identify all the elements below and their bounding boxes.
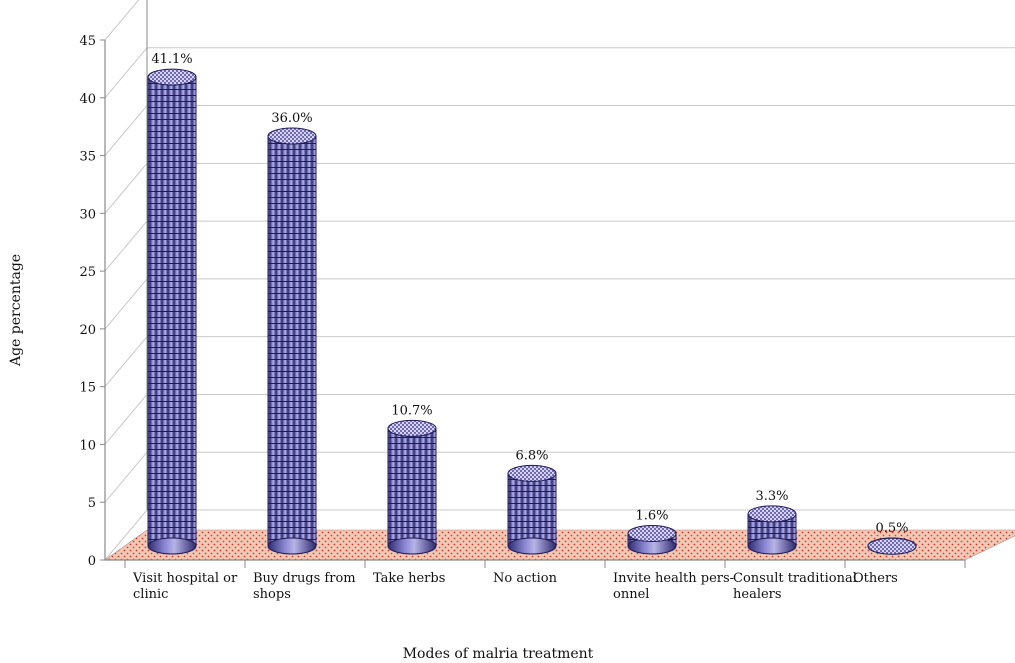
x-tick-label: Buy drugs from shops	[253, 571, 356, 602]
bar-6	[867, 537, 917, 555]
data-label: 0.5%	[875, 521, 908, 536]
bar-1	[267, 127, 317, 555]
y-tick-label: 25	[79, 265, 96, 280]
x-tick-label-line: onnel	[613, 587, 649, 602]
y-tick-label: 40	[79, 92, 96, 107]
data-label: 3.3%	[755, 489, 788, 504]
gridline-diagonal	[104, 220, 148, 272]
bar-top	[267, 127, 317, 145]
gridline-diagonal	[104, 451, 148, 503]
y-tick-label: 10	[79, 438, 96, 453]
x-tick-label-line: No action	[493, 571, 558, 586]
bar-5	[747, 505, 797, 555]
x-tick-label-line: clinic	[133, 587, 168, 602]
data-label: 6.8%	[515, 448, 548, 463]
gridline-diagonal	[104, 0, 140, 41]
bar-0	[147, 68, 197, 555]
data-label: 41.1%	[151, 52, 192, 67]
labels-layer: 41.1% Visit hospital or clinic 36.0% Buy dru…	[132, 52, 909, 602]
bar-body	[147, 76, 197, 547]
bar-bottom	[387, 537, 437, 555]
x-tick-label: Invite health pers-onnel	[613, 571, 734, 602]
x-tick-label-line: Others	[853, 571, 898, 586]
bar-body	[507, 472, 557, 547]
bar-top	[867, 537, 917, 555]
x-tick-label: No action	[493, 571, 558, 586]
x-tick-label-line: Take herbs	[373, 571, 445, 586]
x-tick-label-line: Buy drugs from	[253, 571, 356, 586]
x-axis-title: Modes of malria treatment	[403, 646, 594, 662]
y-tick-label: 20	[79, 323, 96, 338]
bar-3	[507, 464, 557, 555]
bar-body	[267, 135, 317, 547]
bar-bottom	[507, 537, 557, 555]
bar-2	[387, 419, 437, 555]
y-tick-label: 45	[79, 34, 96, 49]
gridline-diagonal	[104, 394, 148, 445]
gridline-diagonal	[104, 163, 148, 214]
bar-bottom	[747, 537, 797, 555]
x-tick-label-line: shops	[253, 587, 291, 602]
gridline-diagonal	[104, 105, 148, 156]
data-label: 10.7%	[391, 403, 432, 418]
gridline-diagonal	[104, 336, 148, 387]
data-label: 36.0%	[271, 111, 312, 126]
bars-layer	[147, 68, 917, 555]
y-tick-label: 5	[88, 496, 96, 511]
x-tick-label-line: healers	[733, 587, 782, 602]
y-tick-label: 15	[79, 381, 96, 396]
bar-4	[627, 525, 677, 555]
x-tick-label: Take herbs	[373, 571, 445, 586]
y-axis-title: Age percentage	[8, 254, 24, 367]
x-tick-label-line: Visit hospital or	[132, 571, 238, 586]
axis-layer: 0 5 10 15 20 25 30 35 40 45	[79, 34, 966, 569]
x-tick-label: Others	[853, 571, 898, 586]
bar-bottom	[147, 537, 197, 555]
bar-top	[747, 505, 797, 523]
gridline-diagonal	[104, 47, 148, 99]
back-wall	[147, 0, 1015, 510]
bar-body	[387, 427, 437, 547]
bar-bottom	[267, 537, 317, 555]
y-tick-label: 0	[88, 554, 96, 569]
x-tick-label: Consult traditional healers	[733, 571, 857, 602]
x-tick-label-line: Consult traditional	[733, 571, 857, 586]
data-label: 1.6%	[635, 509, 668, 524]
bar-top	[387, 419, 437, 437]
bar-top	[147, 68, 197, 86]
grid-layer	[104, 0, 1015, 561]
x-tick-label-line: Invite health pers-	[613, 571, 734, 586]
gridline-diagonal	[104, 509, 148, 561]
bar-top	[627, 525, 677, 543]
x-tick-label: Visit hospital or clinic	[132, 571, 238, 602]
y-tick-label: 35	[79, 150, 96, 165]
gridline-diagonal	[104, 278, 148, 330]
bar-top	[507, 464, 557, 482]
y-tick-label: 30	[79, 207, 96, 222]
